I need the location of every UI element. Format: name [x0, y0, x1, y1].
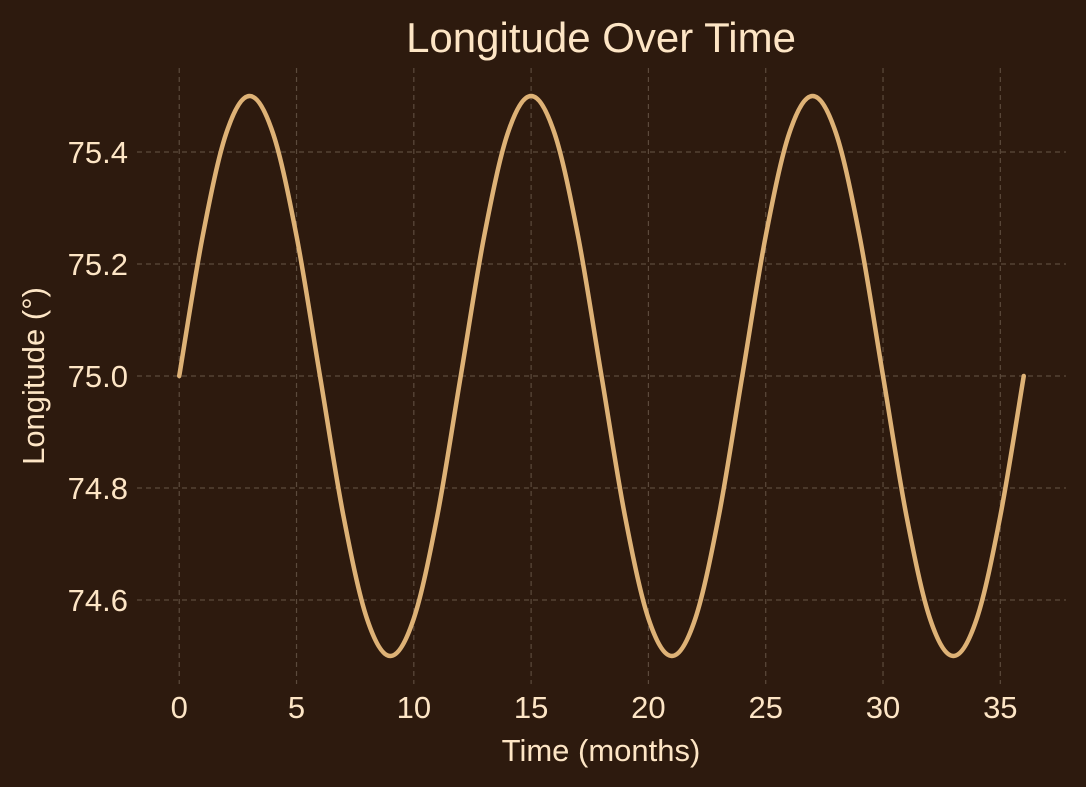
- x-tick-label: 15: [514, 690, 548, 725]
- y-tick-label: 75.2: [68, 247, 128, 282]
- x-tick-label: 20: [631, 690, 665, 725]
- x-tick-label: 25: [748, 690, 782, 725]
- x-tick-label: 10: [397, 690, 431, 725]
- y-tick-label: 75.4: [68, 135, 128, 170]
- x-tick-label: 35: [983, 690, 1017, 725]
- x-tick-label: 5: [288, 690, 305, 725]
- x-tick-label: 30: [866, 690, 900, 725]
- y-tick-label: 74.6: [68, 583, 128, 618]
- x-tick-label: 0: [171, 690, 188, 725]
- longitude-series-line: [176, 93, 1027, 659]
- y-axis-label: Longitude (°): [16, 287, 51, 465]
- y-tick-label: 75.0: [68, 359, 128, 394]
- x-axis-label: Time (months): [502, 733, 701, 768]
- series-layer: [176, 93, 1027, 659]
- y-tick-label: 74.8: [68, 471, 128, 506]
- chart-title: Longitude Over Time: [406, 14, 796, 61]
- grid-layer: [137, 68, 1066, 684]
- ticks-layer: 0 5 10 15 20 25 30 35 74.6 74.8 75.0 75.2 75.4: [68, 135, 1018, 725]
